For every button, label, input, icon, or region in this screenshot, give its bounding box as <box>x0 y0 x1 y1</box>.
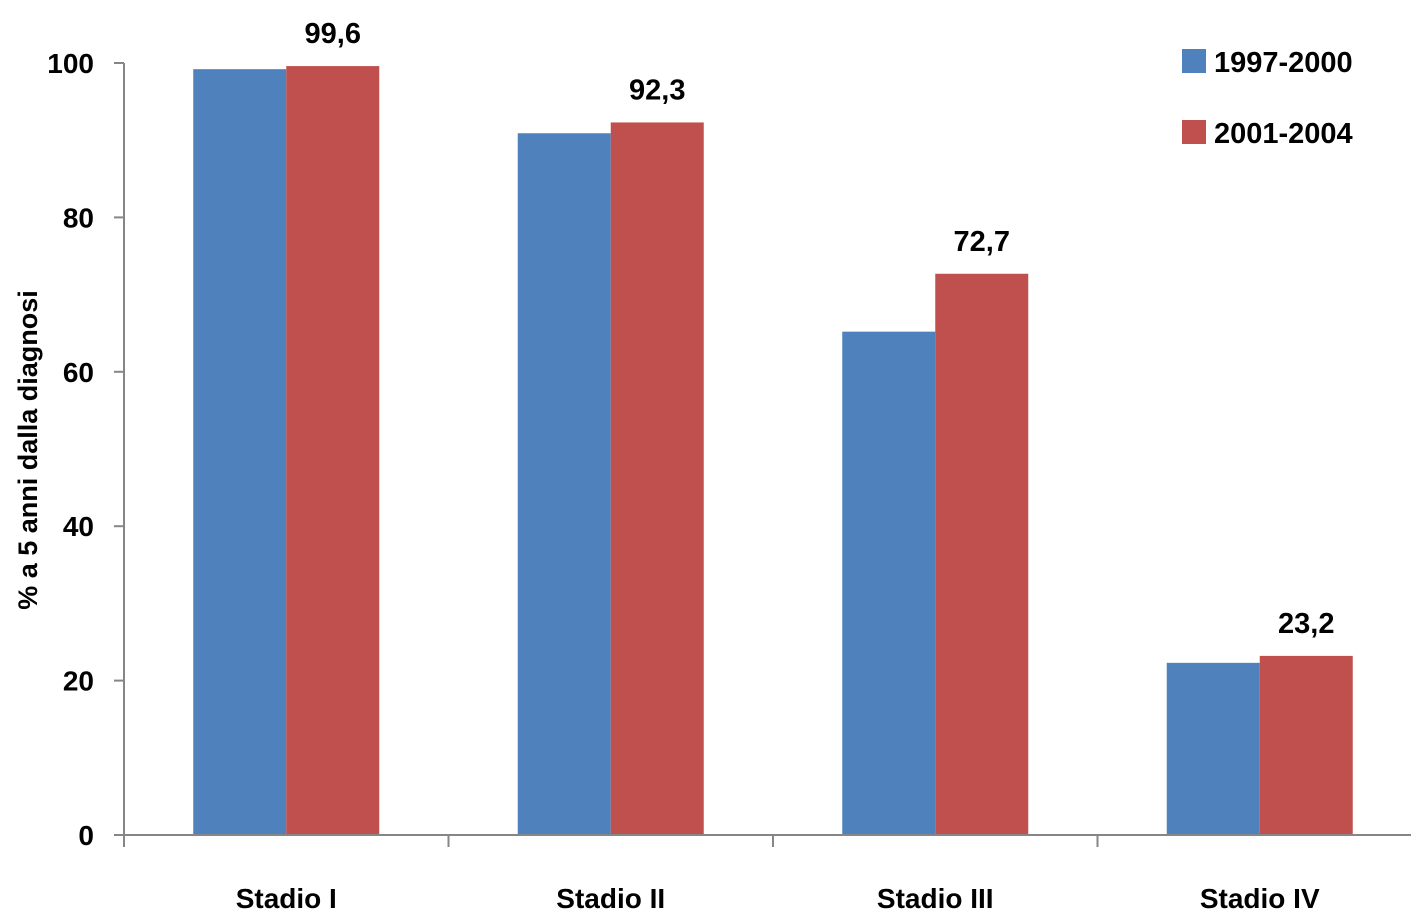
bar-1-3 <box>842 331 936 835</box>
legend-swatch-2 <box>1182 120 1206 144</box>
data-label-2-1: 99,6 <box>305 18 361 50</box>
legend: 1997-2000 2001-2004 <box>1182 47 1353 150</box>
y-tick-label-3: 40 <box>63 511 94 542</box>
y-tick-label-5: 80 <box>63 202 94 233</box>
bar-1-2 <box>517 133 611 835</box>
x-tick-label-3: Stadio III <box>877 883 994 913</box>
bar-2-1 <box>286 66 380 835</box>
labels: 99,6 Stadio I 92,3 Stadio II 72,7 Stadio III 2… <box>47 18 1334 913</box>
data-label-2-4: 23,2 <box>1278 608 1334 640</box>
data-label-2-2: 92,3 <box>629 74 685 106</box>
legend-label-1: 1997-2000 <box>1214 47 1353 79</box>
bar-1-1 <box>193 69 287 835</box>
y-tick-label-6: 100 <box>47 48 94 79</box>
bar-1-4 <box>1166 662 1260 835</box>
y-tick-label-2: 20 <box>63 666 94 697</box>
bar-2-4 <box>1259 655 1353 835</box>
y-tick-label-1: 0 <box>78 820 94 851</box>
data-label-2-3: 72,7 <box>954 226 1010 258</box>
bars <box>193 66 1353 836</box>
bar-2-2 <box>610 122 704 836</box>
x-tick-label-4: Stadio IV <box>1200 883 1320 913</box>
x-tick-label-2: Stadio II <box>556 883 665 913</box>
x-tick-label-1: Stadio I <box>236 883 337 913</box>
axes <box>114 62 1411 847</box>
legend-label-2: 2001-2004 <box>1214 118 1353 150</box>
y-tick-label-4: 60 <box>63 357 94 388</box>
y-axis-title: % a 5 anni dalla diagnosi <box>13 290 43 610</box>
bar-2-3 <box>935 273 1029 836</box>
legend-swatch-1 <box>1182 49 1206 73</box>
